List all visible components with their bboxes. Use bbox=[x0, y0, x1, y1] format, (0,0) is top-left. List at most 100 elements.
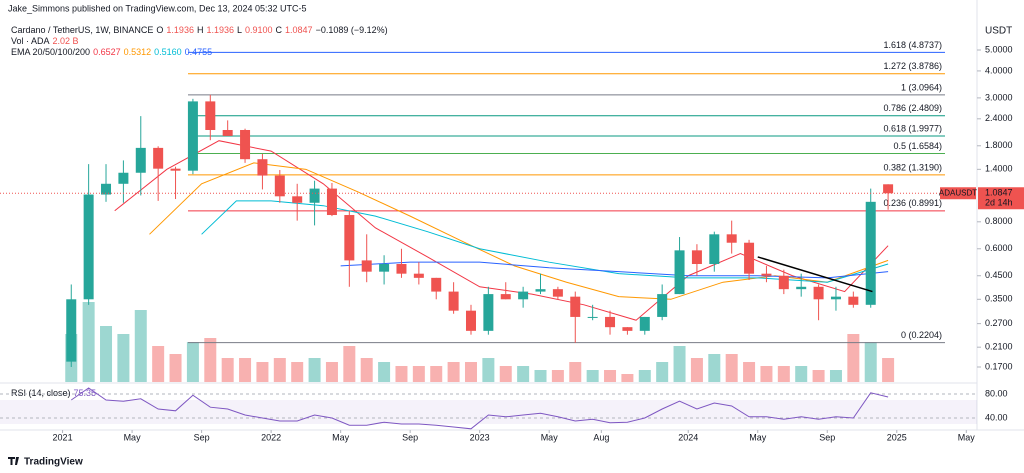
legend-text: Vol · ADA bbox=[11, 36, 50, 46]
y-tick-label: 5.0000 bbox=[985, 44, 1013, 54]
volume-bar bbox=[430, 366, 443, 382]
candle-body bbox=[796, 286, 807, 290]
candle-body bbox=[344, 215, 355, 261]
volume-bar bbox=[273, 358, 286, 382]
legend-text: L bbox=[237, 25, 242, 35]
volume-bar bbox=[308, 358, 321, 382]
volume-bar bbox=[343, 346, 356, 382]
candle-body bbox=[326, 188, 337, 216]
candle-body bbox=[639, 316, 650, 331]
volume-bar bbox=[847, 334, 860, 382]
logo-icon bbox=[8, 457, 19, 465]
legend-text: C bbox=[276, 25, 283, 35]
y-tick-label: 1.4000 bbox=[985, 164, 1013, 174]
volume-bar bbox=[82, 302, 95, 382]
legend-text: 1.1936 bbox=[206, 25, 234, 35]
candle-body bbox=[691, 250, 702, 265]
candle-body bbox=[292, 196, 303, 203]
candle-body bbox=[865, 201, 876, 305]
legend-text: −0.1089 (−9.12%) bbox=[316, 25, 388, 35]
candle-body bbox=[465, 310, 476, 331]
volume-bar bbox=[291, 362, 304, 382]
y-tick-label: 0.8000 bbox=[985, 216, 1013, 226]
candle-body bbox=[66, 299, 77, 362]
volume-bar bbox=[882, 358, 895, 382]
volume-bar bbox=[743, 362, 756, 382]
countdown: 2d 14h bbox=[985, 198, 1013, 208]
legend-text: RSI (14, close) bbox=[11, 388, 71, 398]
x-tick-label: 2024 bbox=[678, 432, 698, 442]
volume-bar bbox=[517, 366, 530, 382]
y-tick-label: 2.4000 bbox=[985, 113, 1013, 123]
fib-label: 1 (3.0964) bbox=[901, 82, 942, 92]
candle-body bbox=[153, 147, 164, 169]
x-tick-label: 2025 bbox=[887, 432, 907, 442]
x-tick-label: 2023 bbox=[470, 432, 490, 442]
fib-label: 0.382 (1.3190) bbox=[883, 162, 942, 172]
volume-bar bbox=[708, 354, 721, 382]
volume-bar bbox=[152, 346, 165, 382]
x-tick-label: Sep bbox=[402, 432, 418, 442]
x-tick-label: May bbox=[541, 432, 559, 442]
y-tick-label: 0.4500 bbox=[985, 270, 1013, 280]
candle-body bbox=[431, 277, 442, 292]
x-tick-label: May bbox=[958, 432, 976, 442]
ema-line bbox=[340, 261, 889, 279]
candle-body bbox=[274, 175, 285, 197]
symbol-tag: ADAUSDT bbox=[939, 188, 977, 197]
legend-text: 1.0847 bbox=[285, 25, 313, 35]
candle-body bbox=[848, 296, 859, 305]
y-tick-label: 0.6000 bbox=[985, 243, 1013, 253]
volume-bar bbox=[551, 370, 564, 382]
candle-body bbox=[101, 183, 112, 195]
y-tick-label: 0.3500 bbox=[985, 294, 1013, 304]
candle-body bbox=[483, 294, 494, 331]
y-tick-label: 0.1700 bbox=[985, 361, 1013, 371]
legend-row: Vol · ADA 2.02 B bbox=[11, 36, 79, 46]
x-tick-label: May bbox=[124, 432, 142, 442]
candle-body bbox=[118, 172, 129, 184]
volume-bar bbox=[464, 362, 477, 382]
candle-body bbox=[674, 250, 685, 295]
candle-body bbox=[170, 168, 181, 171]
y-tick-label: 4.0000 bbox=[985, 65, 1013, 75]
candle-body bbox=[413, 273, 424, 278]
volume-bar bbox=[256, 362, 269, 382]
price-tag: 1.0847 bbox=[985, 188, 1013, 198]
volume-bar bbox=[673, 346, 686, 382]
volume-bar bbox=[656, 362, 669, 382]
volume-bar bbox=[725, 354, 738, 382]
candle-body bbox=[570, 296, 581, 317]
candle-body bbox=[883, 184, 894, 194]
legend-text: H bbox=[197, 25, 204, 35]
fib-label: 0.786 (2.4809) bbox=[883, 103, 942, 113]
volume-bar bbox=[204, 338, 217, 382]
legend-text: 1.1936 bbox=[166, 25, 194, 35]
volume-bar bbox=[621, 374, 634, 382]
legend-row: RSI (14, close) 75.35 bbox=[11, 388, 96, 398]
candle-body bbox=[361, 260, 372, 272]
volume-bar bbox=[638, 370, 651, 382]
volume-bar bbox=[777, 366, 790, 382]
legend-row: Cardano / TetherUS, 1W, BINANCE O 1.1936 H 1… bbox=[11, 25, 388, 35]
legend-text: Cardano / TetherUS, 1W, BINANCE bbox=[11, 25, 153, 35]
legend-text: 0.9100 bbox=[245, 25, 273, 35]
volume-bar bbox=[239, 358, 252, 382]
volume-bar bbox=[534, 370, 547, 382]
volume-bar bbox=[447, 362, 460, 382]
legend-text: 0.6527 bbox=[93, 47, 121, 57]
candle-body bbox=[657, 294, 668, 317]
volume-bar bbox=[134, 310, 147, 382]
volume-bar bbox=[499, 366, 512, 382]
logo: TradingView bbox=[24, 457, 83, 468]
candle-body bbox=[448, 291, 459, 311]
candle-body bbox=[778, 275, 789, 290]
candle-body bbox=[309, 188, 320, 203]
x-tick-label: 2021 bbox=[53, 432, 73, 442]
volume-bar bbox=[864, 342, 877, 382]
volume-bar bbox=[325, 362, 338, 382]
volume-bar bbox=[412, 366, 425, 382]
volume-bar bbox=[812, 370, 825, 382]
volume-bar bbox=[378, 362, 391, 382]
fib-label: 0.5 (1.6584) bbox=[893, 141, 942, 151]
